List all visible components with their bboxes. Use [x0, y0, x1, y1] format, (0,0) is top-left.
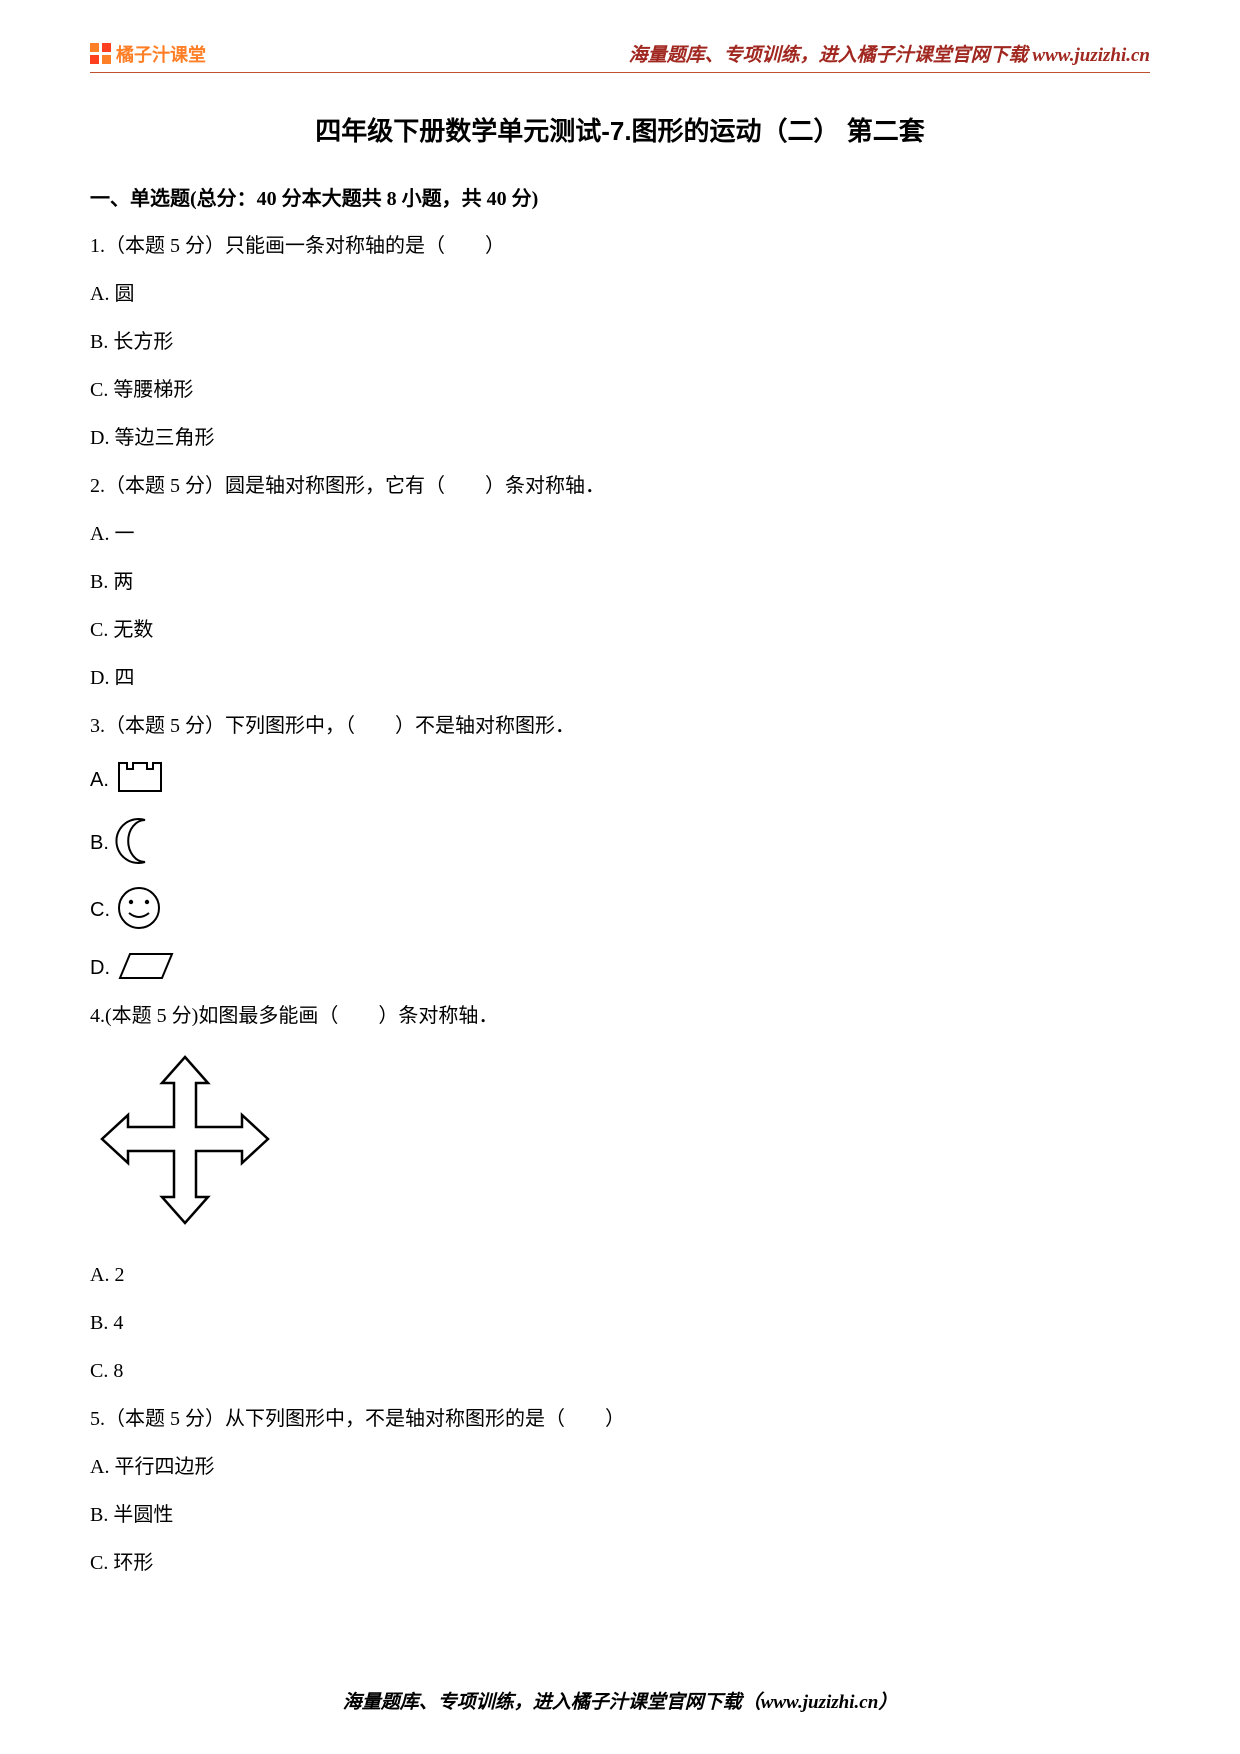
q3-opt-a-row: A.	[90, 759, 1150, 802]
q3-opt-d-row: D.	[90, 950, 1150, 987]
q5-opt-c: C. 环形	[90, 1548, 1150, 1578]
q3-opt-b-label: B.	[90, 832, 109, 855]
q3-opt-c-row: C.	[90, 885, 1150, 936]
q1-opt-c: C. 等腰梯形	[90, 375, 1150, 405]
q3-opt-d-label: D.	[90, 957, 110, 980]
q2-stem: 2.（本题 5 分）圆是轴对称图形，它有（ ）条对称轴．	[90, 471, 1150, 501]
q1-opt-a: A. 圆	[90, 279, 1150, 309]
q4-figure	[90, 1049, 1150, 1244]
header-right-text: 海量题库、专项训练，进入橘子汁课堂官网下载 www.juzizhi.cn	[629, 40, 1150, 67]
brand-text: 橘子汁课堂	[116, 41, 206, 67]
parallelogram-icon	[116, 950, 176, 987]
four-arrow-cross-icon	[90, 1049, 280, 1239]
q2-opt-a: A. 一	[90, 519, 1150, 549]
q4-opt-b: B. 4	[90, 1308, 1150, 1338]
q5-opt-a: A. 平行四边形	[90, 1452, 1150, 1482]
q5-stem: 5.（本题 5 分）从下列图形中，不是轴对称图形的是（ ）	[90, 1404, 1150, 1434]
page-title: 四年级下册数学单元测试-7.图形的运动（二） 第二套	[90, 111, 1150, 148]
footer-text: 海量题库、专项训练，进入橘子汁课堂官网下载（www.juzizhi.cn）	[0, 1687, 1240, 1714]
q1-opt-d: D. 等边三角形	[90, 423, 1150, 453]
smiley-face-icon	[116, 885, 162, 936]
crescent-moon-icon	[115, 816, 159, 871]
q4-stem: 4.(本题 5 分)如图最多能画（ ）条对称轴．	[90, 1001, 1150, 1031]
q3-opt-b-row: B.	[90, 816, 1150, 871]
section-heading: 一、单选题(总分：40 分本大题共 8 小题，共 40 分)	[90, 182, 1150, 211]
page: 橘子汁课堂 海量题库、专项训练，进入橘子汁课堂官网下载 www.juzizhi.…	[0, 0, 1240, 1646]
q3-stem: 3.（本题 5 分）下列图形中，（ ）不是轴对称图形．	[90, 711, 1150, 741]
q2-opt-d: D. 四	[90, 663, 1150, 693]
q4-opt-c: C. 8	[90, 1356, 1150, 1386]
brand-logo-icon	[90, 43, 112, 65]
q4-opt-a: A. 2	[90, 1260, 1150, 1290]
header: 橘子汁课堂 海量题库、专项训练，进入橘子汁课堂官网下载 www.juzizhi.…	[90, 40, 1150, 73]
q5-opt-b: B. 半圆性	[90, 1500, 1150, 1530]
q2-opt-c: C. 无数	[90, 615, 1150, 645]
q3-opt-a-label: A.	[90, 769, 109, 792]
q3-opt-c-label: C.	[90, 899, 110, 922]
brand: 橘子汁课堂	[90, 41, 206, 67]
q1-stem: 1.（本题 5 分）只能画一条对称轴的是（ ）	[90, 231, 1150, 261]
q1-opt-b: B. 长方形	[90, 327, 1150, 357]
q2-opt-b: B. 两	[90, 567, 1150, 597]
castle-shape-icon	[115, 759, 165, 802]
